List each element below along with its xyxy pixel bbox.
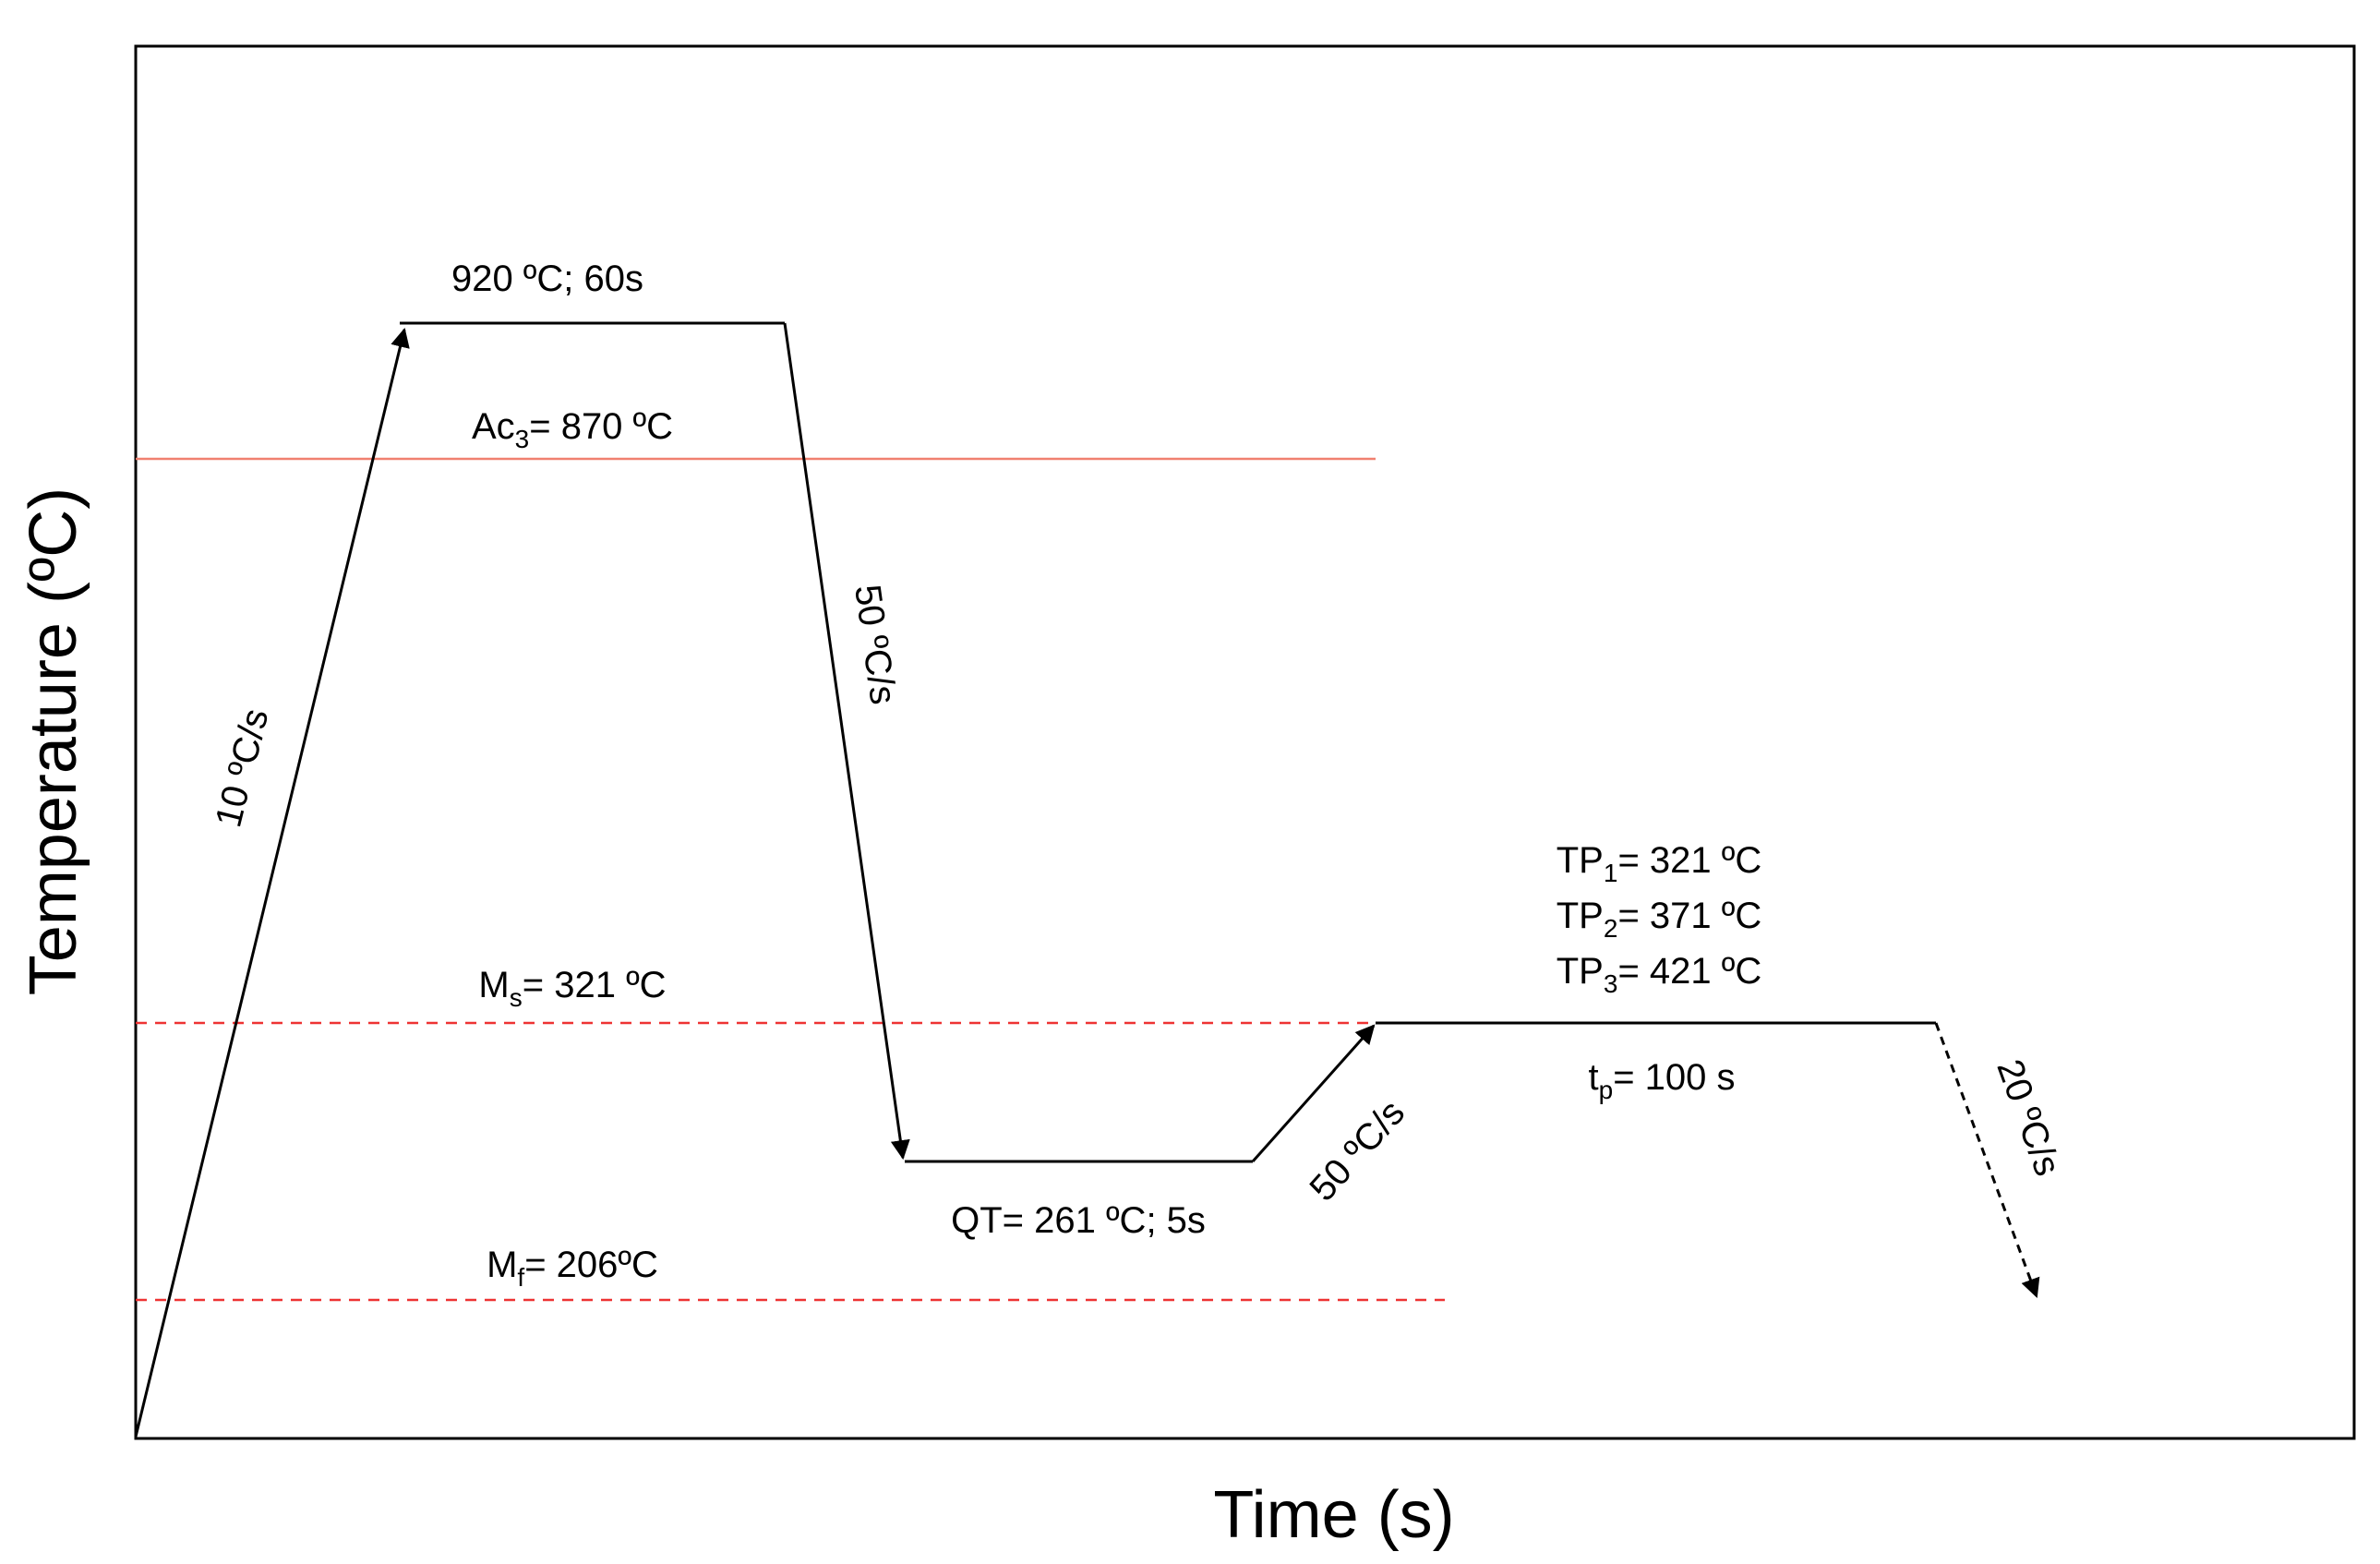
tp-time-label: tp= 100 s <box>1588 1057 1735 1104</box>
reheat-segment <box>1251 1024 1376 1162</box>
final-cool-rate-label: 20 ºC/s <box>1989 1054 2068 1181</box>
plot-frame <box>134 44 2356 1440</box>
quench-rate-label: 50 ºC/s <box>847 583 904 707</box>
mf-label: Mf= 206ºC <box>487 1245 658 1292</box>
tp1-label: TP1= 321 ºC <box>1557 840 1762 887</box>
ms-label: Ms= 321 ºC <box>478 965 666 1012</box>
quench-segment <box>783 322 910 1161</box>
heating-rate-label: 10 ºC/s <box>208 704 276 831</box>
y-axis-title: Temperature (ºC) <box>17 487 90 995</box>
reheat-rate-label: 50 ºC/s <box>1302 1092 1412 1209</box>
qt-label: QT= 261 ºC; 5s <box>951 1200 1206 1241</box>
final-cool-segment <box>1934 1022 2040 1298</box>
x-axis-title: Time (s) <box>1213 1478 1454 1552</box>
ac3-label: Ac3= 870 ºC <box>472 406 673 453</box>
austenitize-label: 920 ºC; 60s <box>451 259 643 299</box>
tp3-label: TP3= 421 ºC <box>1557 951 1762 998</box>
tp2-label: TP2= 371 ºC <box>1557 896 1762 943</box>
heating-segment <box>134 327 410 1438</box>
